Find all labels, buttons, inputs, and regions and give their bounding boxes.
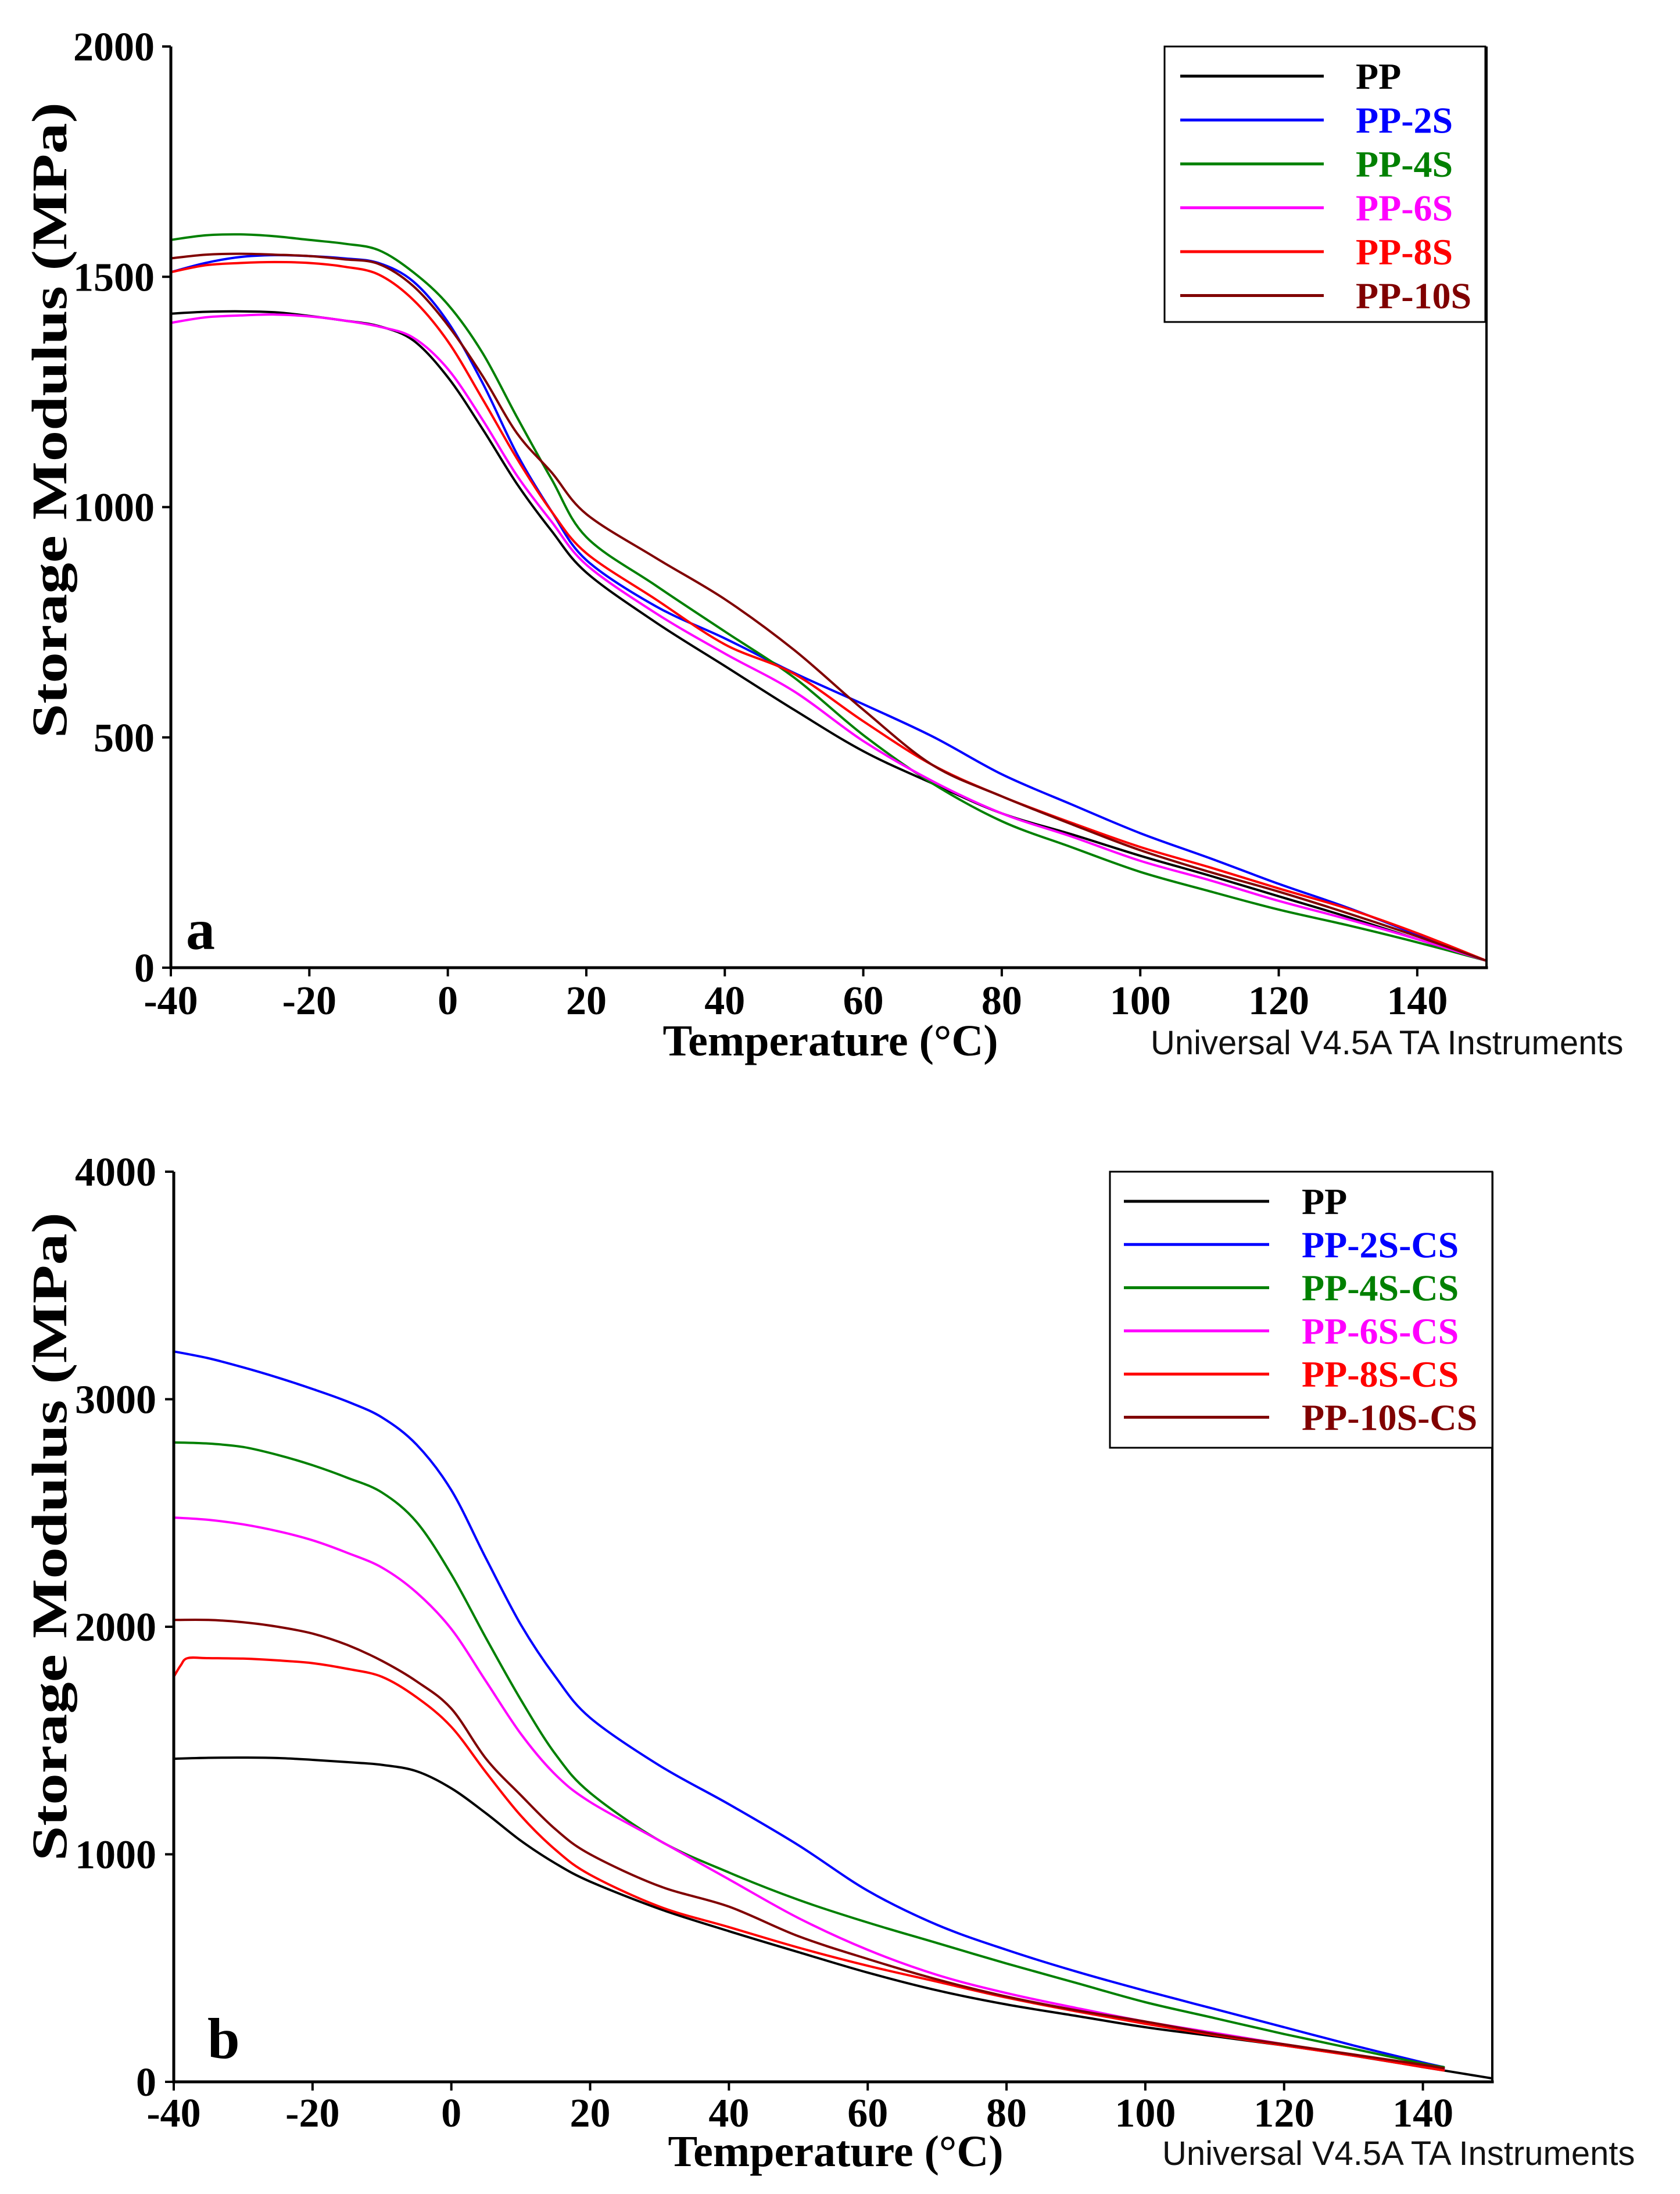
y-axis-title: Storage Modulus (MPa) bbox=[22, 1212, 77, 1861]
legend-label-pp-4s: PP-4S bbox=[1356, 144, 1453, 185]
series-lines bbox=[173, 1350, 1493, 2080]
axes: -40 -20 0 20 40 60 80 100 120 140 0 500 1000 1500 2000 bbox=[73, 25, 1488, 1023]
series-line-pp-2s bbox=[170, 253, 1488, 962]
x-tick-label: 20 bbox=[570, 2091, 611, 2136]
y-tick-label: 2000 bbox=[75, 1605, 156, 1650]
legend-box bbox=[1163, 45, 1486, 323]
series-lines bbox=[170, 233, 1488, 962]
y-tick-label: 2000 bbox=[73, 25, 155, 70]
legend-label-pp: PP bbox=[1302, 1181, 1347, 1222]
x-tick-label: 0 bbox=[438, 979, 458, 1023]
y-tick-label: 4000 bbox=[75, 1150, 156, 1195]
series-line-pp-2s-cs bbox=[173, 1350, 1445, 2068]
chart-panel-b: Temperature (°C) Storage Modulus (MPa) b… bbox=[22, 1150, 1635, 2176]
y-tick-label: 0 bbox=[134, 946, 155, 991]
x-tick-label: 140 bbox=[1392, 2091, 1453, 2136]
legend-label-pp-10s: PP-10S bbox=[1356, 275, 1471, 317]
x-tick-label: 60 bbox=[843, 979, 884, 1023]
panel-label: a bbox=[186, 897, 215, 962]
y-tick-label: 1000 bbox=[73, 486, 155, 531]
x-tick-label: 40 bbox=[708, 2091, 749, 2136]
legend-label-pp: PP bbox=[1356, 56, 1401, 97]
y-tick-label: 1000 bbox=[75, 1833, 156, 1878]
panel-label: b bbox=[207, 2006, 240, 2071]
legend-label-pp-8s: PP-8S bbox=[1356, 231, 1453, 273]
legend-label-pp-6s: PP-6S bbox=[1356, 188, 1453, 229]
software-footer: Universal V4.5A TA Instruments bbox=[1151, 1024, 1623, 1062]
series-line-pp-4s-cs bbox=[173, 1441, 1445, 2068]
series-line-pp-8s-cs bbox=[173, 1656, 1445, 2072]
x-axis-title: Temperature (°C) bbox=[668, 2127, 1003, 2176]
legend-label-pp-4s-cs: PP-4S-CS bbox=[1302, 1268, 1459, 1309]
x-tick-label: -20 bbox=[282, 979, 336, 1023]
software-footer: Universal V4.5A TA Instruments bbox=[1162, 2135, 1635, 2172]
series-line-pp-10s-cs bbox=[173, 1618, 1445, 2070]
x-tick-label: 120 bbox=[1253, 2091, 1314, 2136]
series-line-pp-8s bbox=[170, 260, 1488, 962]
legend-label-pp-2s-cs: PP-2S-CS bbox=[1302, 1224, 1459, 1265]
legend: PPPP-2S-CSPP-4S-CSPP-6S-CSPP-8S-CSPP-10S… bbox=[1109, 1171, 1493, 1449]
y-tick-label: 0 bbox=[136, 2060, 156, 2105]
legend-label-pp-2s: PP-2S bbox=[1356, 100, 1453, 141]
x-tick-label: 120 bbox=[1248, 979, 1309, 1023]
y-tick-label: 1500 bbox=[73, 255, 155, 300]
x-tick-label: 40 bbox=[704, 979, 745, 1023]
legend-label-pp-6s-cs: PP-6S-CS bbox=[1302, 1311, 1459, 1352]
y-tick-label: 3000 bbox=[75, 1378, 156, 1423]
x-tick-label: -40 bbox=[144, 979, 198, 1023]
x-axis-title: Temperature (°C) bbox=[662, 1017, 998, 1065]
x-tick-label: 100 bbox=[1110, 979, 1171, 1023]
series-line-pp-10s bbox=[170, 252, 1488, 962]
x-tick-label: 80 bbox=[982, 979, 1022, 1023]
x-tick-label: -40 bbox=[146, 2091, 200, 2136]
legend-label-pp-10s-cs: PP-10S-CS bbox=[1302, 1397, 1477, 1438]
series-line-pp-6s-cs bbox=[173, 1516, 1445, 2071]
series-line-pp-6s bbox=[170, 313, 1488, 962]
x-tick-label: 100 bbox=[1115, 2091, 1176, 2136]
legend-box bbox=[1109, 1171, 1493, 1449]
legend-label-pp-8s-cs: PP-8S-CS bbox=[1302, 1354, 1459, 1395]
x-tick-label: -20 bbox=[285, 2091, 339, 2136]
x-tick-label: 60 bbox=[847, 2091, 888, 2136]
x-tick-label: 20 bbox=[566, 979, 607, 1023]
x-tick-label: 140 bbox=[1387, 979, 1448, 1023]
chart-panel-a: Temperature (°C) Storage Modulus (MPa) a… bbox=[22, 25, 1623, 1065]
y-axis-title: Storage Modulus (MPa) bbox=[22, 102, 77, 738]
series-line-pp bbox=[170, 310, 1488, 962]
axes: -40 -20 0 20 40 60 80 100 120 140 0 1000 2000 3000 400… bbox=[75, 1150, 1494, 2136]
series-line-pp-4s bbox=[170, 233, 1488, 962]
x-tick-label: 80 bbox=[986, 2091, 1027, 2136]
x-tick-label: 0 bbox=[441, 2091, 461, 2136]
y-tick-label: 500 bbox=[94, 716, 155, 761]
